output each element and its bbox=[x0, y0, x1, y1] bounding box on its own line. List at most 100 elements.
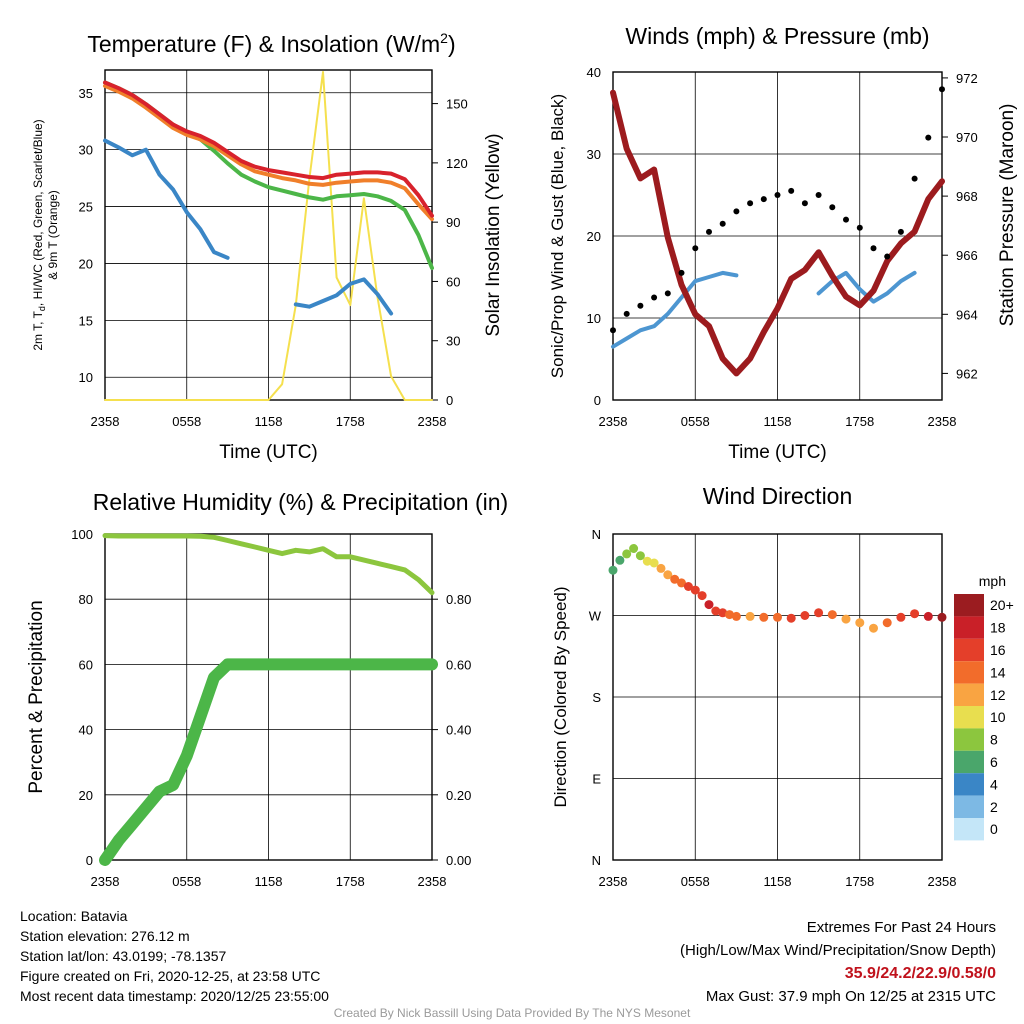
plot-frame bbox=[612, 71, 943, 401]
x-tick-label: 1158 bbox=[764, 414, 792, 429]
extremes-values: 35.9/24.2/22.9/0.58/0 bbox=[844, 965, 996, 982]
x-tick-label: 0558 bbox=[681, 874, 710, 889]
y-tick-label: 0 bbox=[86, 853, 93, 868]
legend-label: 0 bbox=[990, 821, 998, 837]
legend-label: 12 bbox=[990, 687, 1006, 703]
y-right-tick-label: 966 bbox=[956, 248, 978, 263]
direction-point bbox=[800, 611, 810, 620]
direction-point bbox=[869, 623, 878, 633]
direction-point bbox=[608, 565, 618, 575]
y-right-tick-label: 972 bbox=[956, 71, 978, 86]
y-tick-label: N bbox=[592, 527, 601, 542]
x-tick-label: 2358 bbox=[418, 874, 447, 889]
direction-point bbox=[827, 610, 837, 620]
direction-point bbox=[773, 612, 782, 622]
x-tick-label: 1158 bbox=[764, 874, 792, 889]
legend-label: 2 bbox=[990, 799, 998, 815]
chart-title: Winds (mph) & Pressure (mb) bbox=[625, 23, 929, 49]
plot-frame bbox=[104, 533, 433, 861]
legend-swatch bbox=[954, 773, 984, 796]
y-tick-label: 35 bbox=[79, 86, 93, 101]
direction-point bbox=[937, 612, 947, 622]
gust-point bbox=[815, 192, 822, 198]
latlon-text: Station lat/lon: 43.0199; -78.1357 bbox=[20, 948, 227, 964]
y-tick-label: 30 bbox=[587, 147, 601, 162]
x-tick-label: 1758 bbox=[336, 414, 365, 429]
series-line-pressure bbox=[610, 89, 945, 377]
legend-swatch bbox=[954, 616, 984, 639]
legend-label: 14 bbox=[990, 664, 1006, 680]
gust-point bbox=[884, 253, 891, 260]
location-text: Location: Batavia bbox=[20, 908, 128, 924]
y-tick-label: 40 bbox=[79, 723, 93, 738]
gust-point bbox=[897, 228, 904, 235]
chart-title-end: ) bbox=[448, 31, 456, 57]
y-tick-label: 30 bbox=[79, 143, 93, 158]
y-right-tick-label: 0.40 bbox=[446, 723, 471, 738]
y-tick-label: 20 bbox=[587, 229, 601, 244]
direction-point bbox=[690, 585, 700, 595]
gust-point bbox=[678, 269, 685, 276]
y-tick-label: 20 bbox=[79, 256, 93, 271]
created-text: Figure created on Fri, 2020-12-25, at 23… bbox=[20, 968, 321, 984]
direction-point bbox=[855, 618, 865, 628]
y-right-axis-label: Station Pressure (Maroon) bbox=[997, 104, 1018, 327]
gust-point bbox=[760, 196, 767, 203]
elevation-text: Station elevation: 276.12 m bbox=[20, 928, 190, 944]
series-line-2m-t bbox=[103, 80, 434, 218]
legend-swatch bbox=[954, 750, 984, 774]
gust-point bbox=[637, 302, 644, 309]
y-axis-label: Direction (Colored By Speed) bbox=[551, 586, 570, 807]
chart-title-superscript: 2 bbox=[440, 30, 448, 46]
max-gust-text: Max Gust: 37.9 mph On 12/25 at 2315 UTC bbox=[705, 988, 996, 1005]
x-tick-label: 2358 bbox=[91, 874, 120, 889]
legend-label: 18 bbox=[990, 620, 1006, 636]
direction-point bbox=[649, 558, 659, 568]
y-tick-label: W bbox=[589, 609, 602, 624]
y-right-tick-label: 962 bbox=[956, 366, 978, 381]
y-right-tick-label: 964 bbox=[956, 307, 978, 322]
direction-point bbox=[910, 609, 920, 619]
x-tick-label: 2358 bbox=[418, 414, 447, 429]
direction-point bbox=[697, 591, 707, 601]
legend-swatch bbox=[954, 706, 984, 729]
y-right-tick-label: 120 bbox=[446, 156, 468, 171]
y-tick-label: S bbox=[592, 690, 601, 705]
direction-point bbox=[656, 563, 666, 573]
y-tick-label: E bbox=[592, 772, 601, 787]
x-tick-label: 1158 bbox=[255, 874, 283, 889]
direction-point bbox=[670, 574, 680, 584]
x-tick-label: 0558 bbox=[172, 414, 201, 429]
y-tick-label: 25 bbox=[79, 200, 93, 215]
gust-point bbox=[692, 245, 699, 252]
gust-point bbox=[706, 228, 712, 235]
series-line-relative-humidity bbox=[102, 533, 435, 596]
direction-point bbox=[814, 608, 824, 618]
x-tick-label: 2358 bbox=[928, 414, 957, 429]
y-axis-label: Percent & Precipitation bbox=[26, 600, 47, 793]
x-tick-label: 1758 bbox=[336, 874, 365, 889]
chart-title: Wind Direction bbox=[703, 483, 853, 509]
gust-point bbox=[747, 200, 754, 207]
y-right-axis-label: Solar Insolation (Yellow) bbox=[483, 133, 504, 336]
direction-point bbox=[759, 612, 769, 622]
legend-label: 4 bbox=[990, 776, 998, 792]
direction-point bbox=[745, 611, 755, 621]
y-tick-label: 10 bbox=[587, 311, 601, 326]
legend-swatch bbox=[954, 594, 984, 617]
series-line-9m-t bbox=[103, 83, 434, 222]
y-right-tick-label: 0 bbox=[446, 393, 453, 408]
direction-point bbox=[704, 600, 714, 610]
y-right-tick-label: 0.60 bbox=[446, 657, 471, 672]
x-axis-label: Time (UTC) bbox=[728, 442, 827, 463]
gust-point bbox=[843, 216, 849, 223]
direction-point bbox=[718, 608, 728, 618]
direction-point bbox=[731, 611, 741, 621]
direction-point bbox=[923, 611, 933, 621]
direction-point bbox=[882, 618, 892, 628]
gust-point bbox=[774, 192, 781, 198]
y-tick-label: 10 bbox=[79, 370, 93, 385]
direction-point bbox=[622, 549, 632, 559]
gust-point bbox=[788, 187, 795, 194]
